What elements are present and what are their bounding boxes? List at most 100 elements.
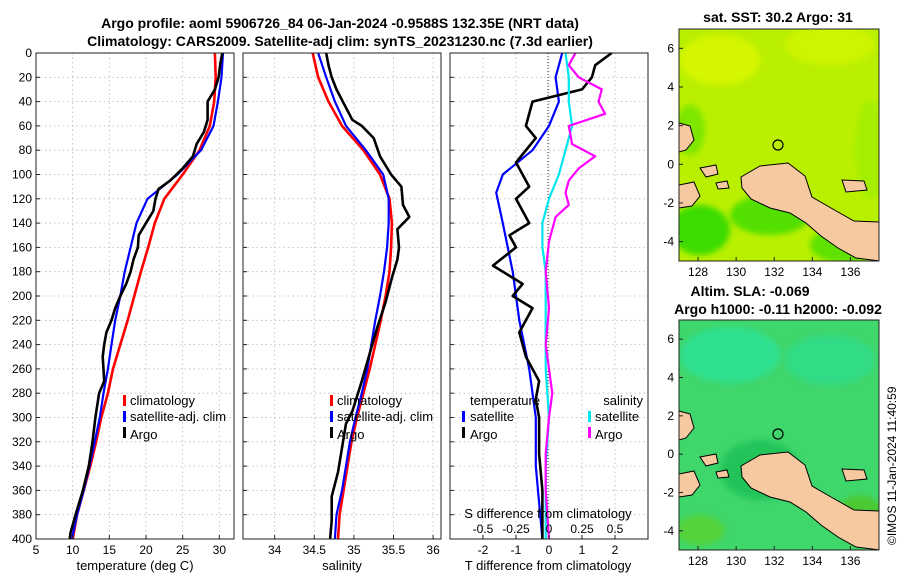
sla-map-ticks: 128 130 132 134 136 6 4 2 0 -2 -4 (663, 332, 860, 568)
map-y-tick-label: 0 (667, 157, 674, 171)
land-mass (715, 469, 730, 479)
x-tick-label: 34.5 (303, 543, 327, 557)
y-tick-label: 280 (12, 386, 32, 400)
land-mass (715, 180, 730, 190)
difference-ticks: -2 -1 0 1 2 (450, 52, 619, 557)
sst-patch (680, 35, 760, 85)
map-x-tick-label: 134 (802, 554, 822, 568)
land-mass (740, 162, 879, 261)
legend-mark-s-satellite (588, 411, 591, 422)
x-tick-label: 0 (546, 543, 553, 557)
y-tick-label: 240 (12, 338, 32, 352)
series-line-s-argo (544, 52, 607, 540)
y-tick-label: 0 (25, 46, 32, 60)
y-tick-label: 100 (12, 168, 32, 182)
land-mass (699, 453, 719, 467)
map-y-tick-label: 4 (667, 80, 674, 94)
difference-panel: -2 -1 0 1 2 T difference from climatology S … (449, 51, 649, 573)
series-line-t-satellite (495, 52, 564, 540)
map-y-tick-label: -4 (663, 524, 674, 538)
x-tick-label: 34 (268, 543, 282, 557)
legend-mark-argo (123, 427, 126, 438)
temperature-lines (68, 52, 225, 540)
difference-legend: temperature satellite Argo salinity sate… (462, 393, 643, 442)
argo-position-marker (772, 428, 784, 440)
salinity-scale-ticks: -0.5 -0.25 0 0.25 0.5 (473, 522, 624, 536)
x-tick-label: -2 (478, 543, 489, 557)
legend-label-satellite: satellite-adj. clim (337, 409, 433, 424)
x-tick-label: 36 (426, 543, 440, 557)
difference-lines (491, 51, 613, 540)
y-tick-label: 340 (12, 459, 32, 473)
x-tick-label: 30 (213, 543, 227, 557)
map-y-tick-label: 0 (667, 447, 674, 461)
land-mass (699, 164, 719, 178)
land-mass (841, 468, 868, 482)
temperature-x-label: temperature (deg C) (76, 558, 193, 573)
map-y-tick-label: 6 (667, 332, 674, 346)
legend-label-climatology: climatology (337, 393, 403, 408)
temperature-panel: 0 20 40 60 80 100 120 140 160 180 200 220 240 260 280 3… (12, 46, 235, 573)
y-tick-label: 20 (19, 70, 33, 84)
y-tick-label: 140 (12, 216, 32, 230)
sst-map: 128 130 132 134 136 6 4 2 0 -2 -4 (663, 28, 880, 279)
sst-land (679, 122, 879, 261)
y-tick-label: 200 (12, 289, 32, 303)
land-mass (679, 470, 701, 498)
x-tick-label: 25 (176, 543, 190, 557)
legend-label-argo: Argo (130, 427, 157, 442)
salinity-legend: climatology satellite-adj. clim Argo (330, 393, 433, 442)
legend-label-s-satellite: satellite (595, 409, 639, 424)
legend-label-satellite: satellite-adj. clim (130, 409, 226, 424)
map-x-tick-label: 132 (764, 554, 784, 568)
series-line-argo (68, 52, 224, 540)
sst-map-ticks: 128 130 132 134 136 6 4 2 0 -2 -4 (663, 41, 860, 279)
title-line-2: Climatology: CARS2009. Satellite-adj cli… (87, 33, 593, 49)
y-tick-label: 40 (19, 95, 33, 109)
y-tick-label: 60 (19, 119, 33, 133)
temperature-ticks: 0 20 40 60 80 100 120 140 160 180 200 220 240 260 280 3… (12, 46, 226, 557)
y-tick-label: 220 (12, 313, 32, 327)
sst-map-title: sat. SST: 30.2 Argo: 31 (703, 9, 853, 25)
map-y-tick-label: 2 (667, 409, 674, 423)
sla-map-title-1: Altim. SLA: -0.069 (690, 283, 809, 299)
land-mass (679, 181, 701, 209)
map-x-tick-label: 134 (802, 265, 822, 279)
map-y-tick-label: -2 (663, 196, 674, 210)
s-scale-label: -0.25 (502, 522, 530, 536)
legend-mark-climatology (123, 395, 126, 406)
map-y-tick-label: -2 (663, 486, 674, 500)
y-tick-label: 300 (12, 411, 32, 425)
x-tick-label: 15 (103, 543, 117, 557)
x-tick-label: -1 (511, 543, 522, 557)
sst-patch (855, 100, 879, 200)
legend-label-t-argo: Argo (470, 427, 497, 442)
y-tick-label: 400 (12, 532, 32, 546)
salinity-lines (311, 52, 411, 540)
series-line-t-argo (491, 51, 613, 539)
y-tick-label: 160 (12, 240, 32, 254)
s-difference-label: S difference from climatology (464, 506, 632, 521)
sst-patch (785, 29, 875, 65)
legend-mark-argo (330, 427, 333, 438)
sst-map-box (678, 28, 880, 262)
salinity-ticks: 34 34.5 35 35.5 36 (243, 52, 440, 557)
x-tick-label: 20 (139, 543, 153, 557)
series-line-s-satellite (541, 52, 574, 539)
sla-patch (785, 335, 875, 385)
legend-mark-satellite (123, 411, 126, 422)
legend-mark-satellite (330, 411, 333, 422)
salinity-panel: 34 34.5 35 35.5 36 salinity climatology sate… (242, 52, 442, 573)
legend-title-salinity: salinity (603, 393, 643, 408)
imos-credit: ©IMOS 11-Jan-2024 11:40:59 (885, 386, 899, 545)
map-x-tick-label: 130 (726, 265, 746, 279)
y-tick-label: 360 (12, 483, 32, 497)
x-tick-label: 35.5 (382, 543, 406, 557)
legend-label-t-satellite: satellite (470, 409, 514, 424)
land-mass (841, 179, 868, 193)
x-tick-label: 2 (612, 543, 619, 557)
legend-mark-s-argo (588, 427, 591, 438)
y-tick-label: 120 (12, 192, 32, 206)
temperature-legend: climatology satellite-adj. clim Argo (123, 393, 226, 442)
x-tick-label: 1 (579, 543, 586, 557)
